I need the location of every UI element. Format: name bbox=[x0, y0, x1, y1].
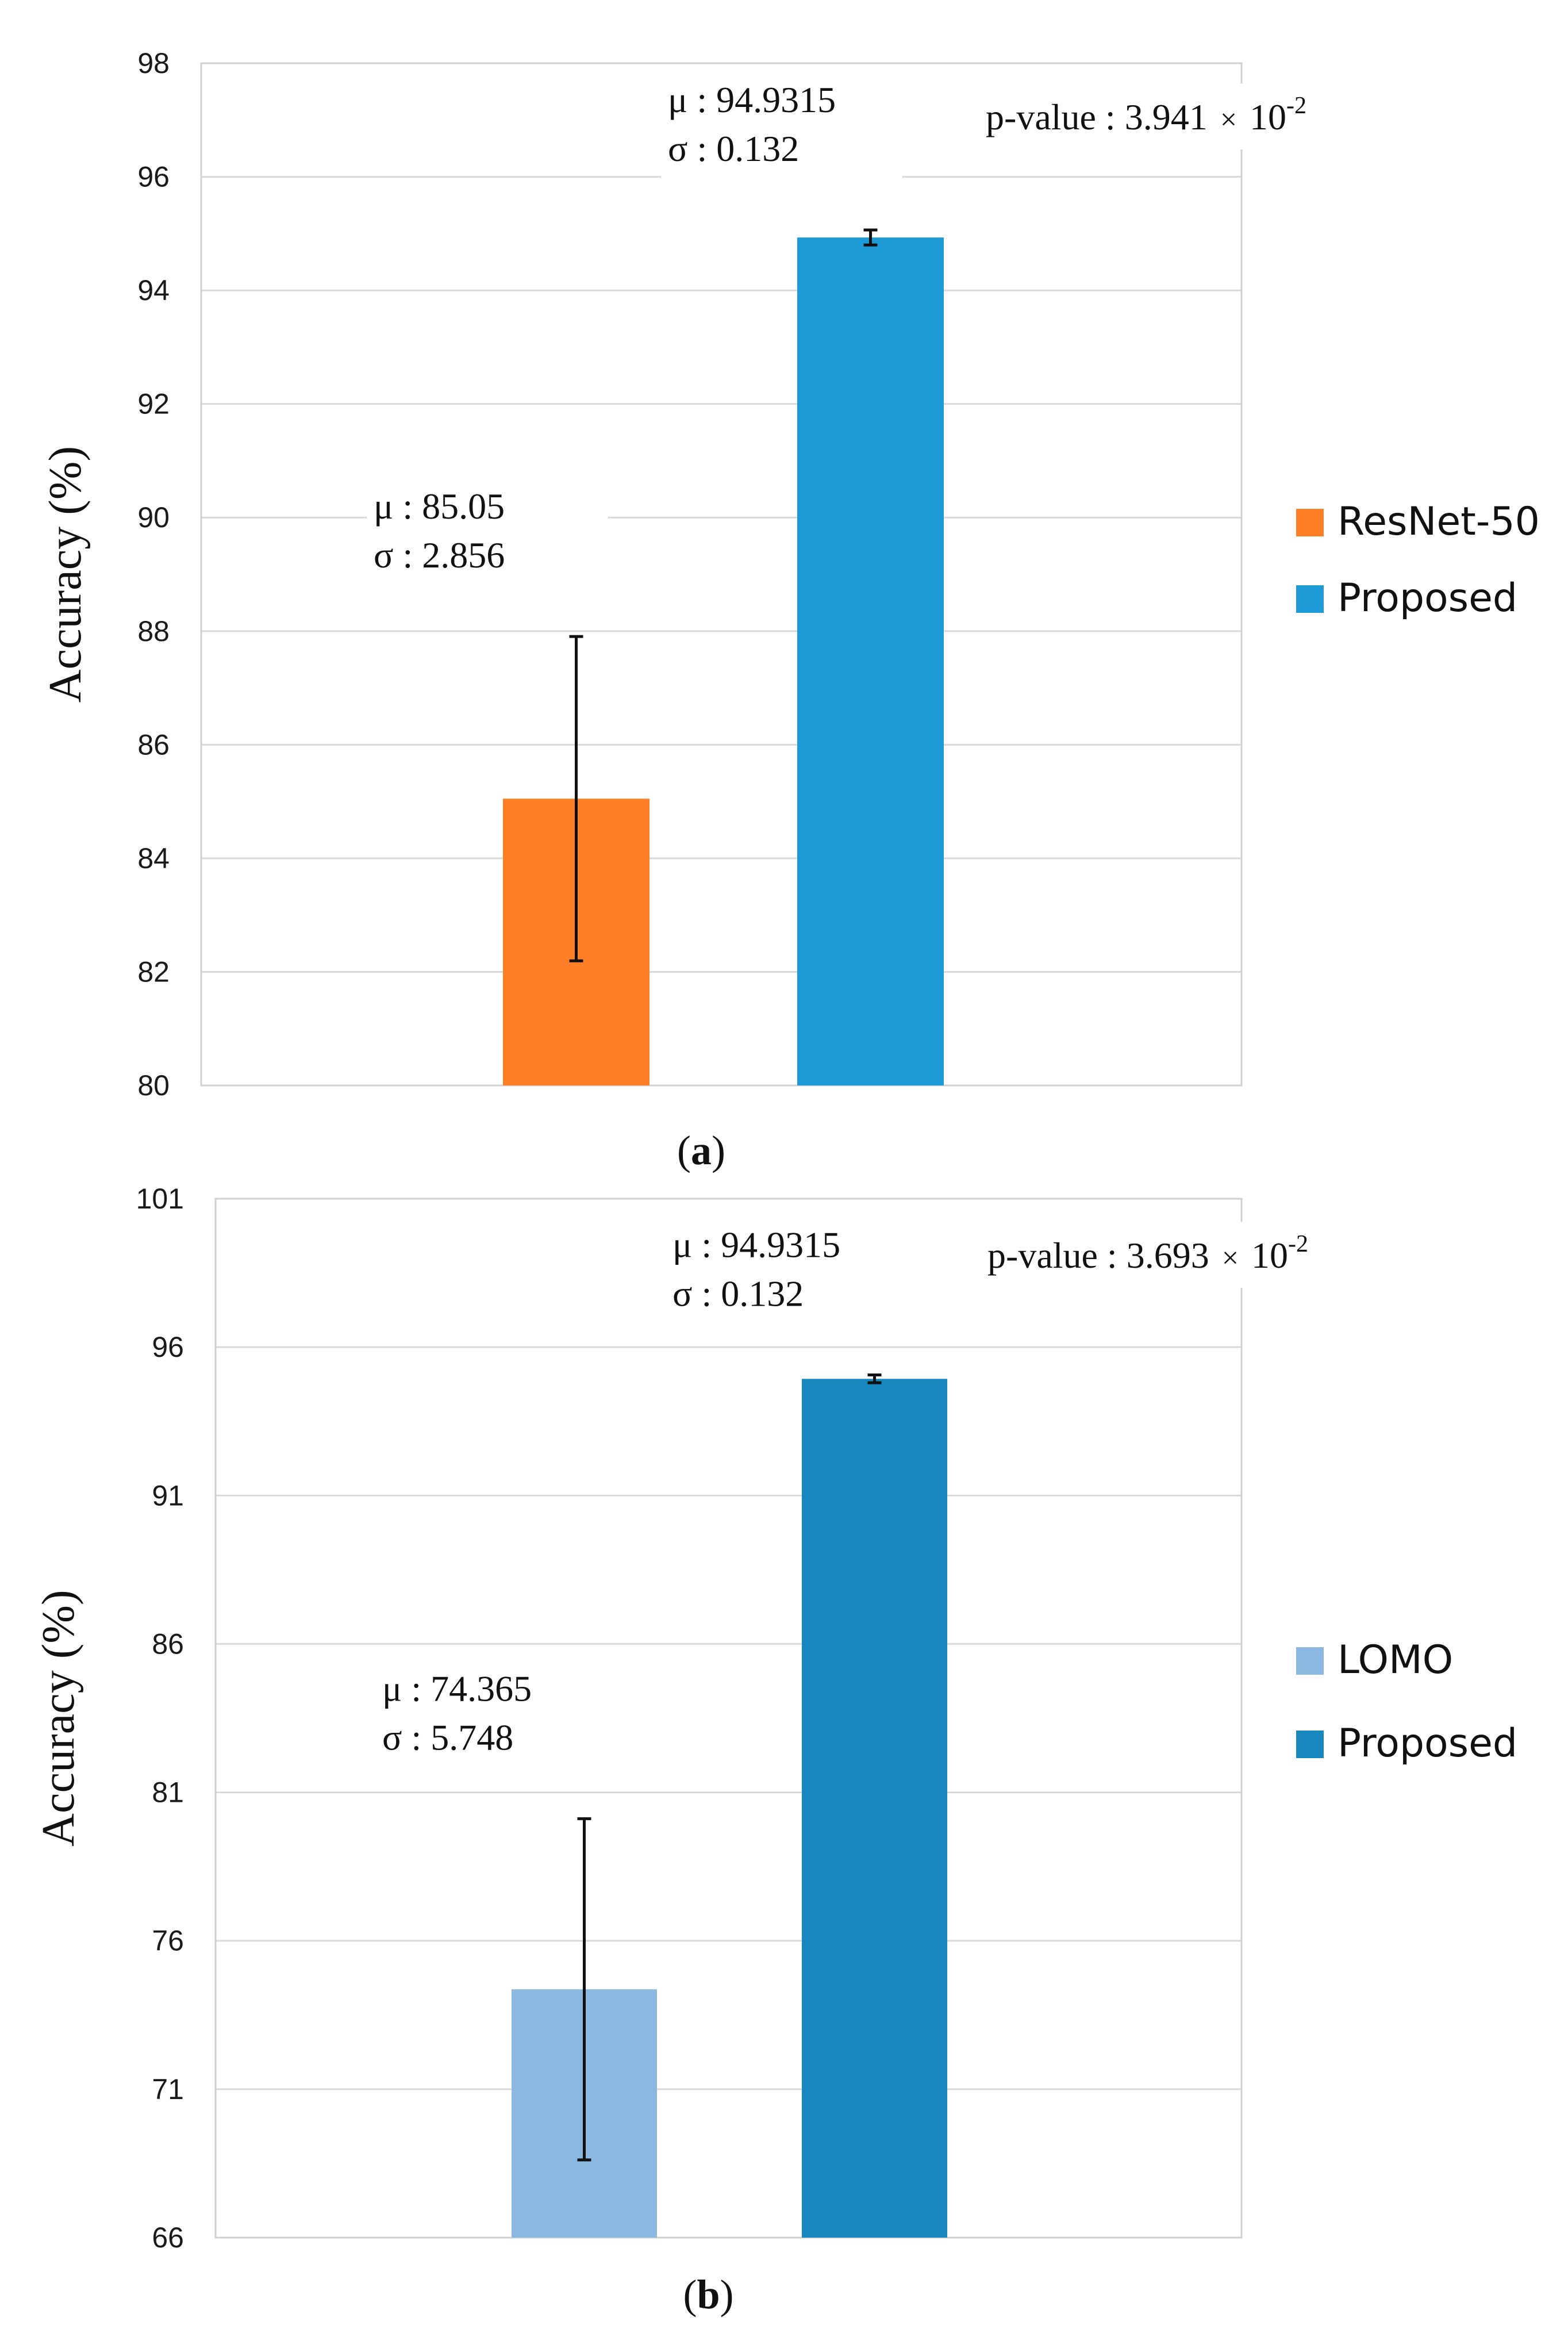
y-tick-label: 86 bbox=[137, 728, 170, 761]
legend-label: LOMO bbox=[1338, 1637, 1453, 1683]
annotation-background bbox=[375, 1655, 617, 1767]
mean-annotation: μ : 85.05 bbox=[374, 486, 505, 527]
std-annotation: σ : 2.856 bbox=[374, 535, 505, 576]
legend-swatch bbox=[1296, 1731, 1324, 1758]
y-tick-label: 82 bbox=[137, 956, 170, 988]
y-axis-label: Accuracy (%) bbox=[33, 1590, 84, 1846]
y-axis-label: Accuracy (%) bbox=[40, 446, 91, 703]
y-tick-label: 90 bbox=[137, 501, 170, 534]
y-tick-label: 98 bbox=[137, 47, 170, 79]
pvalue-background bbox=[974, 83, 1377, 149]
y-tick-label: 91 bbox=[152, 1479, 184, 1511]
panel-caption: (a) bbox=[677, 1127, 725, 1173]
y-tick-label: 96 bbox=[137, 161, 170, 193]
bar-proposed bbox=[797, 237, 944, 1085]
pvalue-annotation: p-value : 3.941 × 10-2 bbox=[986, 93, 1306, 137]
mean-annotation: μ : 94.9315 bbox=[668, 79, 836, 120]
y-tick-label: 86 bbox=[152, 1628, 184, 1660]
std-annotation: σ : 0.132 bbox=[672, 1273, 804, 1314]
y-tick-label: 94 bbox=[137, 274, 170, 306]
panel-caption: (b) bbox=[683, 2272, 733, 2318]
y-tick-label: 81 bbox=[152, 1777, 184, 1809]
y-tick-label: 88 bbox=[137, 615, 170, 647]
y-tick-label: 66 bbox=[152, 2222, 184, 2254]
annotation-background bbox=[367, 473, 608, 585]
pvalue-annotation: p-value : 3.693 × 10-2 bbox=[987, 1231, 1308, 1276]
y-tick-label: 96 bbox=[152, 1331, 184, 1363]
plot-area-frame bbox=[214, 1198, 1243, 2239]
y-tick-label: 76 bbox=[152, 1925, 184, 1957]
chart-panel-b: 66 71 76 81 86 91 96 101 Accuracy (%) μ : 74.365 σ… bbox=[33, 1183, 1517, 2318]
y-tick-label: 80 bbox=[137, 1069, 170, 1102]
legend-label: Proposed bbox=[1338, 1721, 1517, 1766]
chart-panel-a: 80 82 84 86 88 90 92 94 96 98 Accuracy (%) μ : 85.0… bbox=[40, 47, 1540, 1173]
std-annotation: σ : 5.748 bbox=[382, 1717, 513, 1758]
std-annotation: σ : 0.132 bbox=[668, 128, 799, 169]
mean-annotation: μ : 94.9315 bbox=[672, 1224, 840, 1265]
mean-annotation: μ : 74.365 bbox=[382, 1668, 532, 1709]
y-tick-label: 101 bbox=[136, 1183, 184, 1215]
annotation-background bbox=[666, 1211, 907, 1323]
bar-proposed bbox=[802, 1379, 947, 2238]
legend-swatch bbox=[1296, 509, 1324, 536]
legend-label: ResNet-50 bbox=[1338, 499, 1540, 544]
legend-label: Proposed bbox=[1338, 576, 1517, 621]
plot-area-frame bbox=[200, 62, 1243, 1087]
pvalue-background bbox=[976, 1222, 1378, 1288]
annotation-background bbox=[661, 66, 902, 179]
y-tick-label: 92 bbox=[137, 388, 170, 420]
legend-swatch bbox=[1296, 1647, 1324, 1675]
y-tick-label: 71 bbox=[152, 2073, 184, 2105]
y-tick-label: 84 bbox=[137, 842, 170, 874]
legend-swatch bbox=[1296, 585, 1324, 613]
